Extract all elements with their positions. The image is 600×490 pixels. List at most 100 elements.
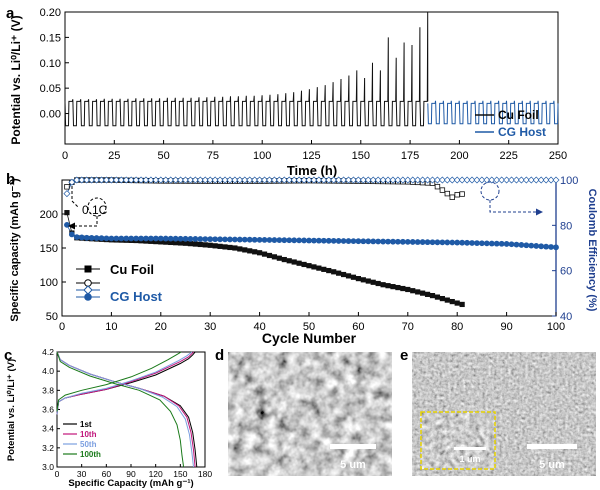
data-point-cg-host-capacity-b — [370, 238, 377, 245]
data-point-cg-host-efficiency-b — [246, 176, 254, 184]
legend-label-10th-c: 10th — [80, 430, 97, 439]
x-tick-label-c: 0 — [55, 469, 60, 479]
data-point-cg-host-efficiency-b — [132, 176, 140, 184]
data-point-cu-foil-capacity-b — [400, 285, 406, 292]
data-point-cg-host-capacity-b — [98, 235, 105, 242]
data-point-cu-foil-capacity-b — [291, 259, 297, 265]
y-tick-label-a: 0.20 — [40, 7, 61, 19]
chart-c: 0 30 60 90 120 150 180 3.0 3.2 3.4 3.6 3.8 4.0 4.2 Sp… — [6, 347, 212, 489]
data-point-cu-foil-capacity-b — [311, 264, 317, 270]
data-point-cu-foil-capacity-b — [227, 244, 233, 251]
data-point-cg-host-efficiency-b — [384, 176, 392, 184]
data-point-cg-host-efficiency-b — [527, 176, 535, 184]
data-point-cg-host-capacity-b — [315, 237, 322, 244]
y-tick-label-a: 0.05 — [40, 83, 61, 95]
data-point-cu-foil-efficiency-b — [459, 191, 465, 197]
panel-letter-c: c — [4, 347, 12, 364]
data-point-cu-foil-capacity-b — [454, 300, 460, 306]
data-point-cg-host-efficiency-b — [186, 176, 194, 184]
data-point-cg-host-capacity-b — [64, 221, 70, 228]
data-point-cg-host-efficiency-b — [508, 176, 516, 184]
legend-a: Cu Foil CG Host — [475, 108, 546, 139]
data-point-cg-host-efficiency-b — [498, 176, 506, 184]
legend-label-100th-c: 100th — [80, 450, 101, 459]
data-point-cg-host-capacity-b — [143, 235, 149, 242]
legend-b: Cu Foil CG Host — [76, 262, 163, 304]
data-point-cg-host-efficiency-b — [503, 176, 511, 184]
data-point-cg-host-capacity-b — [118, 235, 125, 242]
data-point-cg-host-capacity-b — [395, 238, 401, 245]
x-tick-label-a: 75 — [207, 150, 219, 162]
arrow-rate-label-b — [71, 186, 79, 208]
data-point-cu-foil-capacity-b — [306, 263, 312, 269]
data-point-cg-host-efficiency-b — [295, 176, 303, 184]
sem-image-d: 5 um — [228, 352, 392, 476]
legend-label-1st-c: 1st — [80, 420, 92, 429]
data-point-cu-foil-capacity-b — [281, 256, 287, 263]
data-point-cu-foil-capacity-b — [429, 293, 436, 299]
data-point-cu-foil-efficiency-b — [434, 183, 441, 190]
data-point-cg-host-capacity-b — [320, 237, 327, 244]
data-point-cg-host-capacity-b — [83, 234, 90, 241]
y-tick-label-c: 4.0 — [42, 366, 54, 376]
data-point-cg-host-capacity-b — [454, 239, 461, 246]
data-point-cg-host-efficiency-b — [453, 176, 461, 184]
axis-ticks-a: 0 25 50 75 100 125 150 175 200 225 250 0.00 0.05 0.10… — [40, 7, 568, 162]
panel-letter-a: a — [6, 5, 15, 22]
data-point-cg-host-capacity-b — [128, 235, 135, 242]
data-point-cg-host-capacity-b — [474, 240, 480, 247]
data-point-cg-host-capacity-b — [296, 237, 303, 244]
data-point-cg-host-efficiency-b — [191, 176, 199, 184]
data-point-cg-host-capacity-b — [103, 235, 110, 242]
x-tick-label-b: 10 — [105, 321, 117, 333]
data-point-cg-host-efficiency-b — [354, 176, 362, 184]
y-tick-label-c: 4.2 — [42, 347, 54, 357]
data-point-cu-foil-capacity-b — [301, 261, 307, 268]
data-point-cg-host-capacity-b — [88, 235, 95, 241]
data-point-cu-foil-capacity-b — [370, 279, 376, 285]
legend-label-cg-host-a: CG Host — [498, 125, 546, 139]
inset-scale-bar-label-e: 1 um — [459, 454, 480, 464]
data-point-cu-foil-capacity-b — [276, 255, 282, 261]
data-point-cg-host-capacity-b — [192, 236, 199, 242]
data-point-cg-host-efficiency-b — [127, 176, 135, 184]
data-point-cu-foil-capacity-b — [340, 271, 347, 278]
data-point-cg-host-efficiency-b — [275, 176, 283, 184]
data-point-cg-host-capacity-b — [276, 237, 283, 244]
data-point-cg-host-capacity-b — [301, 237, 307, 244]
data-point-cg-host-efficiency-b — [443, 176, 451, 184]
curve-10th-charge-c — [56, 351, 194, 415]
data-point-cg-host-capacity-b — [469, 240, 475, 246]
data-point-cu-foil-capacity-b — [266, 252, 273, 259]
data-point-cg-host-capacity-b — [152, 235, 159, 242]
data-point-cu-foil-capacity-b — [252, 249, 258, 255]
data-point-cg-host-capacity-b — [232, 236, 238, 243]
y-tick-label-b: 100 — [40, 277, 58, 289]
data-point-cg-host-capacity-b — [227, 236, 233, 243]
data-point-cg-host-capacity-b — [335, 238, 342, 244]
data-point-cg-host-capacity-b — [286, 237, 293, 244]
data-point-cg-host-capacity-b — [513, 241, 520, 248]
data-point-cg-host-capacity-b — [246, 236, 253, 243]
data-point-cu-foil-capacity-b — [449, 298, 455, 305]
data-point-cg-host-capacity-b — [197, 236, 204, 242]
x-tick-label-a: 0 — [62, 150, 68, 162]
data-point-cg-host-efficiency-b — [147, 176, 155, 184]
data-point-cg-host-efficiency-b — [221, 176, 229, 184]
axis-ticks-c: 0 30 60 90 120 150 180 3.0 3.2 3.4 3.6 3.8 4.0 4.2 — [42, 347, 212, 479]
data-point-cg-host-efficiency-b — [547, 176, 555, 184]
data-point-cg-host-efficiency-b — [468, 176, 476, 184]
data-point-cg-host-capacity-b — [157, 235, 164, 242]
legend-label-cu-foil-b: Cu Foil — [110, 262, 154, 277]
y-axis-label-a: Potential vs. Li⁰/Li⁺ (V) — [9, 15, 23, 144]
data-point-cg-host-efficiency-b — [290, 176, 298, 184]
data-point-cg-host-efficiency-b — [226, 176, 234, 184]
data-point-cg-host-capacity-b — [518, 242, 525, 248]
data-point-cg-host-capacity-b — [138, 235, 144, 242]
data-point-cu-foil-capacity-b — [217, 243, 223, 249]
x-tick-label-a: 200 — [450, 150, 468, 162]
data-point-cu-foil-capacity-b — [360, 277, 366, 283]
data-point-cg-host-efficiency-b — [236, 176, 244, 184]
series-line-cu-foil-a — [64, 11, 429, 127]
